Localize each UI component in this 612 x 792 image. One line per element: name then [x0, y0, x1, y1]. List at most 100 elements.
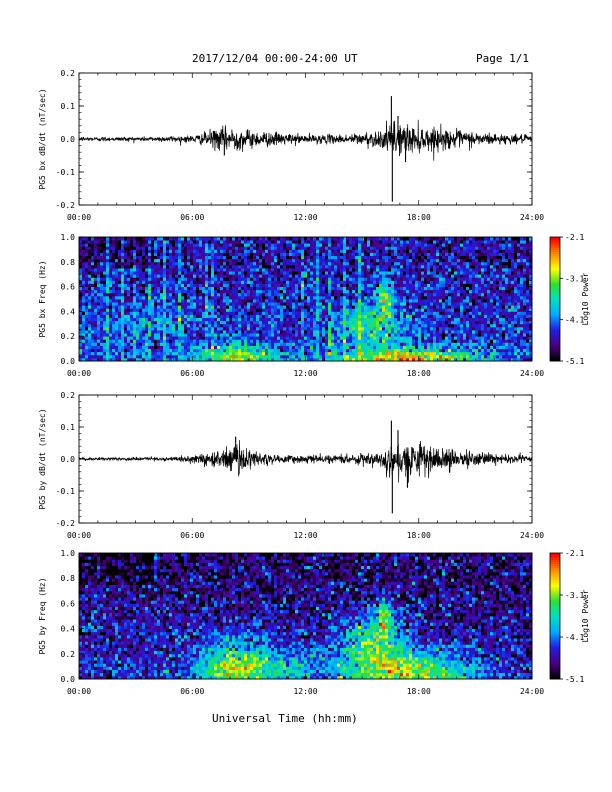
heatmap-cell	[247, 268, 251, 272]
heatmap-cell	[124, 286, 128, 291]
heatmap-cell	[292, 299, 296, 303]
heatmap-cell	[364, 339, 368, 343]
heatmap-cell	[166, 295, 170, 300]
heatmap-cell	[388, 289, 392, 294]
heatmap-cell	[220, 354, 224, 359]
heatmap-cell	[130, 249, 134, 253]
heatmap-cell	[232, 339, 236, 343]
heatmap-cell	[364, 330, 368, 334]
heatmap-cell	[256, 240, 260, 244]
heatmap-cell	[253, 258, 257, 263]
heatmap-cell	[295, 345, 299, 349]
heatmap-cell	[154, 323, 158, 328]
heatmap-cell	[280, 255, 284, 260]
heatmap-cell	[340, 333, 344, 337]
heatmap-cell	[241, 330, 245, 334]
heatmap-cell	[172, 354, 176, 359]
heatmap-cell	[181, 286, 185, 291]
heatmap-cell	[427, 299, 431, 303]
heatmap-cell	[442, 289, 446, 294]
heatmap-cell	[94, 320, 98, 325]
heatmap-cell	[250, 258, 254, 263]
heatmap-cell	[328, 295, 332, 300]
heatmap-cell	[349, 252, 353, 256]
heatmap-cell	[112, 295, 116, 300]
heatmap-cell	[370, 277, 374, 281]
heatmap-cell	[436, 342, 440, 346]
heatmap-cell	[154, 261, 158, 266]
heatmap-cell	[331, 249, 335, 253]
heatmap-cell	[199, 289, 203, 294]
heatmap-cell	[412, 271, 416, 275]
heatmap-cell	[247, 320, 251, 325]
heatmap-cell	[388, 292, 392, 297]
heatmap-cell	[115, 305, 119, 309]
heatmap-cell	[352, 280, 356, 284]
heatmap-cell	[97, 302, 101, 306]
heatmap-cell	[220, 314, 224, 318]
heatmap-cell	[385, 237, 389, 241]
heatmap-cell	[94, 348, 98, 353]
heatmap-cell	[118, 274, 122, 278]
heatmap-cell	[118, 289, 122, 294]
heatmap-cell	[403, 268, 407, 272]
heatmap-cell	[271, 305, 275, 309]
heatmap-cell	[343, 354, 347, 359]
heatmap-cell	[280, 268, 284, 272]
heatmap-cell	[331, 295, 335, 300]
heatmap-cell	[340, 326, 344, 331]
heatmap-cell	[343, 258, 347, 263]
heatmap-cell	[400, 252, 404, 256]
heatmap-cell	[424, 237, 428, 241]
heatmap-cell	[286, 320, 290, 325]
heatmap-cell	[106, 264, 110, 269]
heatmap-cell	[145, 271, 149, 275]
heatmap-cell	[223, 295, 227, 300]
heatmap-cell	[160, 333, 164, 337]
heatmap-cell	[280, 330, 284, 334]
heatmap-cell	[376, 264, 380, 269]
heatmap-cell	[256, 252, 260, 256]
heatmap-cell	[127, 277, 131, 281]
heatmap-cell	[226, 283, 230, 287]
heatmap-cell	[373, 271, 377, 275]
heatmap-cell	[394, 295, 398, 300]
heatmap-cell	[304, 283, 308, 287]
heatmap-cell	[265, 295, 269, 300]
heatmap-cell	[118, 280, 122, 284]
heatmap-cell	[268, 286, 272, 291]
heatmap-cell	[295, 264, 299, 269]
heatmap-cell	[433, 258, 437, 263]
heatmap-cell	[268, 302, 272, 306]
heatmap-cell	[358, 274, 362, 278]
heatmap-cell	[226, 261, 230, 266]
heatmap-cell	[265, 258, 269, 263]
heatmap-cell	[430, 311, 434, 315]
heatmap-cell	[427, 240, 431, 244]
heatmap-cell	[88, 302, 92, 306]
heatmap-cell	[277, 264, 281, 269]
heatmap-cell	[214, 323, 218, 328]
heatmap-cell	[340, 295, 344, 300]
heatmap-cell	[214, 252, 218, 256]
heatmap-cell	[382, 277, 386, 281]
heatmap-cell	[343, 299, 347, 303]
heatmap-cell	[334, 240, 338, 244]
heatmap-cell	[187, 342, 191, 346]
heatmap-cell	[160, 249, 164, 253]
heatmap-cell	[100, 330, 104, 334]
heatmap-cell	[352, 255, 356, 260]
heatmap-cell	[202, 333, 206, 337]
heatmap-cell	[355, 246, 359, 250]
heatmap-cell	[277, 240, 281, 244]
heatmap-cell	[265, 323, 269, 328]
heatmap-cell	[430, 336, 434, 340]
heatmap-cell	[409, 292, 413, 297]
heatmap-cell	[310, 311, 314, 315]
heatmap-cell	[121, 255, 125, 260]
heatmap-cell	[139, 345, 143, 349]
heatmap-cell	[376, 326, 380, 331]
heatmap-cell	[394, 255, 398, 260]
heatmap-cell	[397, 249, 401, 253]
heatmap-cell	[205, 308, 209, 312]
